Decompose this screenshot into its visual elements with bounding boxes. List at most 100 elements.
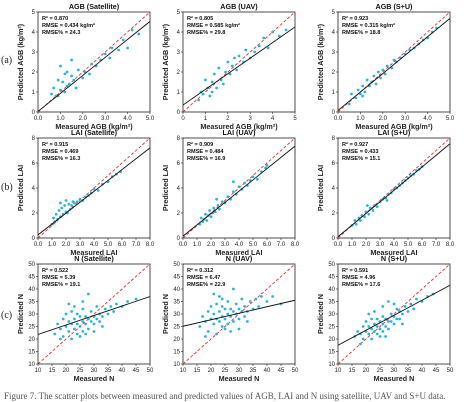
data-point: [81, 76, 85, 80]
data-point: [101, 325, 104, 328]
data-point: [65, 70, 69, 74]
data-point: [240, 297, 244, 301]
y-tick-label: 1: [332, 90, 336, 96]
y-tick-label: 5: [177, 10, 181, 16]
x-tick-label: 6.0: [263, 242, 272, 248]
data-point: [87, 292, 90, 296]
x-tick-label: 30: [391, 368, 398, 374]
y-tick-label: 40: [28, 287, 35, 293]
regression-line: [338, 284, 450, 346]
x-tick-label: 25: [377, 368, 384, 374]
plot-area: [38, 138, 150, 238]
data-point: [53, 332, 57, 336]
data-point: [134, 297, 138, 301]
data-point: [364, 320, 368, 323]
data-point: [60, 206, 64, 210]
data-point: [95, 317, 99, 321]
stat-line: RMSE% = 16.9: [187, 156, 225, 162]
x-tick-label: 50: [447, 368, 454, 374]
stat-line: R² = 0.909: [187, 141, 213, 148]
stat-line: RMSE = 4.96: [342, 275, 375, 281]
data-point: [235, 68, 239, 72]
data-point: [232, 190, 235, 194]
y-tick-label: 35: [28, 300, 35, 306]
y-tick-label: 25: [173, 325, 180, 331]
data-point: [126, 46, 129, 50]
stat-line: R² = 0.870: [42, 15, 68, 22]
data-point: [73, 317, 76, 321]
x-tick-label: 30: [236, 368, 243, 374]
data-point: [73, 305, 76, 308]
data-point: [204, 335, 207, 338]
data-point: [206, 330, 210, 333]
y-tick-label: 8: [332, 136, 336, 142]
x-tick-label: 10: [35, 368, 42, 374]
data-point: [64, 312, 68, 316]
stat-line: R² = 0.805: [187, 15, 213, 22]
y-tick-label: 8: [177, 136, 181, 142]
data-point: [228, 72, 232, 76]
data-point: [70, 74, 73, 78]
x-axis-label: Measured AGB (kg/m²): [355, 122, 433, 131]
data-point: [373, 322, 376, 326]
y-tick-label: 2: [177, 211, 181, 217]
data-point: [389, 320, 393, 323]
data-point: [81, 330, 85, 333]
data-point: [359, 342, 362, 346]
y-axis-label: Predicted AGB (kg/m²): [316, 23, 325, 100]
data-point: [365, 78, 369, 82]
row-label-b: (b): [1, 182, 13, 193]
y-tick-label: 3: [32, 50, 36, 56]
y-tick-label: 1: [32, 90, 36, 96]
x-tick-label: 5.0: [146, 116, 155, 122]
data-point: [75, 332, 79, 336]
data-point: [61, 80, 65, 84]
y-tick-label: 45: [173, 275, 180, 281]
data-point: [215, 86, 219, 90]
y-tick-label: 30: [28, 312, 35, 318]
data-point: [210, 80, 214, 84]
data-point: [59, 88, 62, 92]
data-point: [121, 38, 125, 42]
x-tick-label: 5.0: [249, 242, 258, 248]
y-tick-label: 35: [328, 300, 335, 306]
y-axis-label: Predicted AGB (kg/m²): [161, 23, 170, 100]
regression-line: [38, 296, 150, 335]
data-point: [361, 325, 365, 328]
data-point: [384, 335, 387, 338]
data-point: [204, 212, 207, 216]
one-to-one-line: [183, 12, 295, 112]
one-to-one-line: [338, 264, 450, 364]
x-axis-label: Measured LAI: [70, 248, 117, 257]
x-tick-label: 20: [208, 368, 215, 374]
data-point: [221, 82, 225, 86]
data-point: [59, 327, 62, 331]
data-point: [257, 305, 260, 308]
data-point: [209, 305, 213, 308]
one-to-one-line: [38, 264, 150, 364]
data-point: [271, 30, 274, 34]
y-tick-label: 2: [32, 70, 36, 76]
data-point: [56, 322, 59, 326]
data-point: [63, 90, 67, 94]
x-tick-label: 40: [264, 368, 271, 374]
data-point: [381, 322, 385, 326]
data-point: [255, 177, 259, 181]
data-point: [218, 295, 221, 298]
data-point: [381, 330, 385, 333]
y-tick-label: 0: [32, 236, 36, 242]
y-tick-label: 6: [32, 161, 36, 167]
data-point: [197, 98, 201, 102]
plot-area: [38, 12, 150, 112]
one-to-one-line: [183, 264, 295, 364]
data-point: [403, 305, 407, 308]
data-point: [218, 320, 221, 323]
data-point: [243, 181, 247, 185]
data-point: [253, 50, 257, 54]
stat-line: RMSE = 5.39: [42, 275, 75, 281]
data-point: [137, 32, 141, 36]
x-tick-label: 0.0: [179, 242, 188, 248]
data-point: [75, 200, 79, 204]
x-tick-label: 25: [222, 368, 229, 374]
data-point: [361, 84, 365, 88]
